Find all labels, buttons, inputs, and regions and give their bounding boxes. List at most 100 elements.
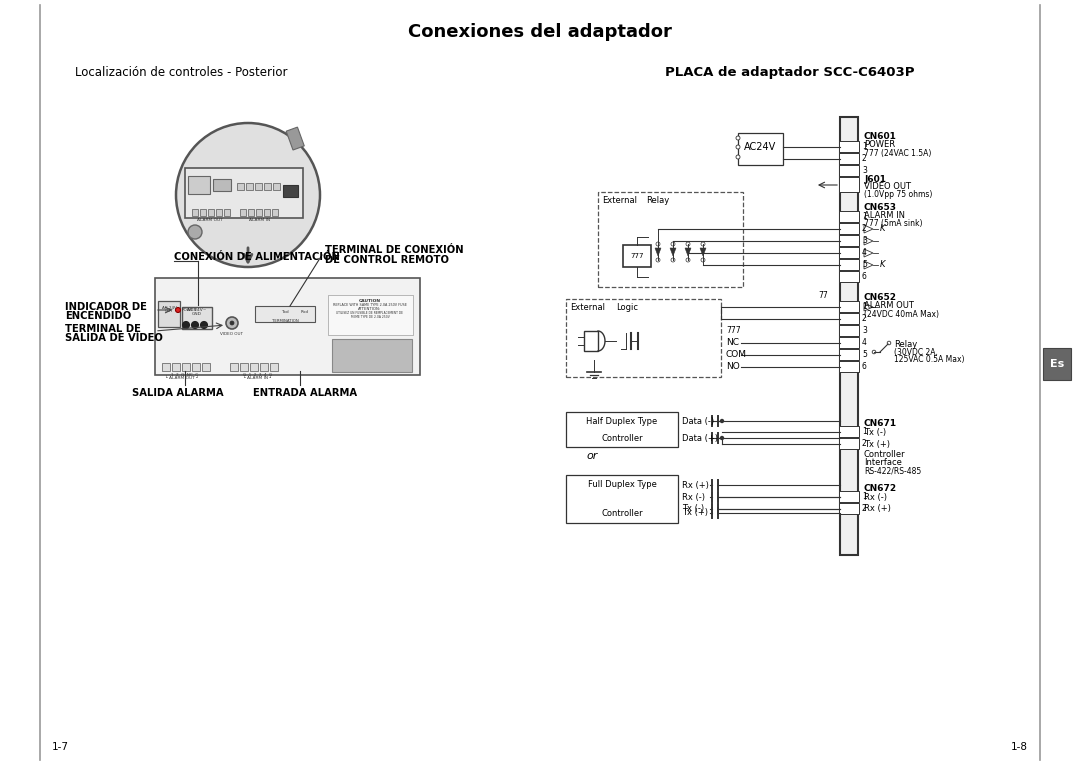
- Circle shape: [671, 258, 675, 262]
- Text: 777 (5mA sink): 777 (5mA sink): [864, 219, 922, 227]
- Bar: [839, 141, 859, 152]
- Text: Logic: Logic: [616, 303, 638, 312]
- Text: ALARM OUT: ALARM OUT: [198, 218, 222, 222]
- Bar: [839, 153, 859, 164]
- Text: └ ALARM IN ┘: └ ALARM IN ┘: [243, 376, 272, 380]
- Bar: [158, 301, 180, 327]
- Text: 1-7: 1-7: [52, 742, 69, 752]
- Bar: [1043, 348, 1071, 380]
- Bar: [249, 363, 258, 371]
- Text: J601: J601: [864, 174, 886, 184]
- Bar: [185, 168, 303, 218]
- Bar: [623, 245, 651, 267]
- Bar: [264, 183, 271, 190]
- Text: AC24V: AC24V: [744, 142, 777, 152]
- Bar: [839, 301, 859, 312]
- Text: CN672: CN672: [864, 483, 897, 493]
- Text: Interface: Interface: [864, 457, 902, 467]
- Bar: [264, 209, 270, 216]
- Circle shape: [873, 350, 876, 353]
- Text: REPLACE WITH SAME TYPE 2.0A 250V FUSE: REPLACE WITH SAME TYPE 2.0A 250V FUSE: [333, 303, 407, 307]
- Bar: [240, 209, 246, 216]
- Bar: [839, 313, 859, 324]
- Text: POWER: POWER: [864, 139, 895, 148]
- Text: Data (+): Data (+): [681, 434, 718, 442]
- Text: 77: 77: [818, 291, 827, 300]
- Text: AC 24V~: AC 24V~: [187, 308, 206, 312]
- Bar: [208, 209, 214, 216]
- Circle shape: [887, 341, 891, 345]
- Text: └ ALARM OUT ┘: └ ALARM OUT ┘: [165, 376, 199, 380]
- Bar: [839, 503, 859, 514]
- Text: ALARM IN: ALARM IN: [864, 210, 905, 220]
- Bar: [283, 185, 298, 197]
- Text: or: or: [586, 451, 597, 461]
- Bar: [216, 209, 222, 216]
- Text: CN653: CN653: [864, 203, 897, 211]
- Bar: [255, 183, 262, 190]
- Text: 777: 777: [631, 253, 644, 259]
- Bar: [286, 127, 305, 150]
- Text: 1: 1: [862, 427, 867, 435]
- Text: PLACA de adaptador SCC-C6403P: PLACA de adaptador SCC-C6403P: [665, 66, 915, 79]
- Text: SALIDA ALARMA: SALIDA ALARMA: [132, 388, 224, 398]
- Text: Relay: Relay: [894, 340, 917, 349]
- Text: ALARM OUT: ALARM OUT: [864, 301, 914, 310]
- Text: ATTENTION:: ATTENTION:: [359, 307, 381, 311]
- Text: 1: 1: [862, 142, 867, 151]
- Text: G  1  2  3  4  G: G 1 2 3 4 G: [243, 373, 272, 377]
- Circle shape: [230, 321, 234, 325]
- Text: 1  2  G  NC  C: 1 2 G NC C: [172, 373, 199, 377]
- Text: ENTRADA ALARMA: ENTRADA ALARMA: [253, 388, 357, 398]
- Text: RS-422/RS-485: RS-422/RS-485: [864, 467, 921, 476]
- Text: Tx (-): Tx (-): [681, 504, 704, 513]
- Text: VIDEO OUT: VIDEO OUT: [864, 181, 912, 190]
- Text: 1: 1: [862, 491, 867, 500]
- Text: ALARM IN: ALARM IN: [249, 218, 271, 222]
- Circle shape: [719, 436, 725, 440]
- Circle shape: [701, 242, 705, 246]
- Bar: [213, 179, 231, 191]
- Text: Relay: Relay: [646, 196, 670, 205]
- Polygon shape: [654, 248, 661, 256]
- Text: 777: 777: [726, 325, 741, 334]
- Bar: [584, 331, 598, 351]
- Text: COM: COM: [726, 350, 747, 359]
- Bar: [839, 271, 859, 282]
- Text: Half Duplex Type: Half Duplex Type: [586, 416, 658, 425]
- Text: CN652: CN652: [864, 292, 897, 301]
- Text: 2: 2: [862, 438, 867, 448]
- Text: TERMINATION: TERMINATION: [272, 319, 298, 323]
- Text: 2: 2: [862, 503, 867, 513]
- Circle shape: [191, 321, 199, 328]
- Text: CONEXIÓN DE ALIMENTACIÓN: CONEXIÓN DE ALIMENTACIÓN: [174, 252, 340, 262]
- Text: 3: 3: [862, 236, 867, 245]
- Text: 5: 5: [862, 259, 867, 269]
- Text: 4: 4: [862, 337, 867, 347]
- Text: NO: NO: [726, 362, 740, 370]
- Text: Rx (-): Rx (-): [681, 493, 705, 502]
- Bar: [839, 177, 859, 192]
- Bar: [230, 363, 238, 371]
- Circle shape: [735, 155, 740, 159]
- Circle shape: [188, 225, 202, 239]
- Bar: [260, 363, 268, 371]
- Circle shape: [735, 145, 740, 149]
- Text: INDICADOR DE: INDICADOR DE: [65, 302, 147, 312]
- Text: Txd: Txd: [281, 310, 288, 314]
- Text: 3: 3: [862, 325, 867, 334]
- Circle shape: [686, 242, 690, 246]
- Bar: [839, 361, 859, 372]
- Circle shape: [686, 258, 690, 262]
- Text: Tx (+): Tx (+): [681, 509, 708, 517]
- Text: Controller: Controller: [602, 434, 643, 442]
- Bar: [246, 183, 253, 190]
- Text: Es: Es: [1050, 359, 1064, 369]
- Text: NC: NC: [726, 337, 739, 347]
- Bar: [240, 363, 248, 371]
- Bar: [192, 209, 198, 216]
- Polygon shape: [685, 248, 691, 256]
- Text: VIDEO OUT: VIDEO OUT: [220, 332, 243, 336]
- Text: OUT: OUT: [164, 309, 174, 313]
- Bar: [224, 209, 230, 216]
